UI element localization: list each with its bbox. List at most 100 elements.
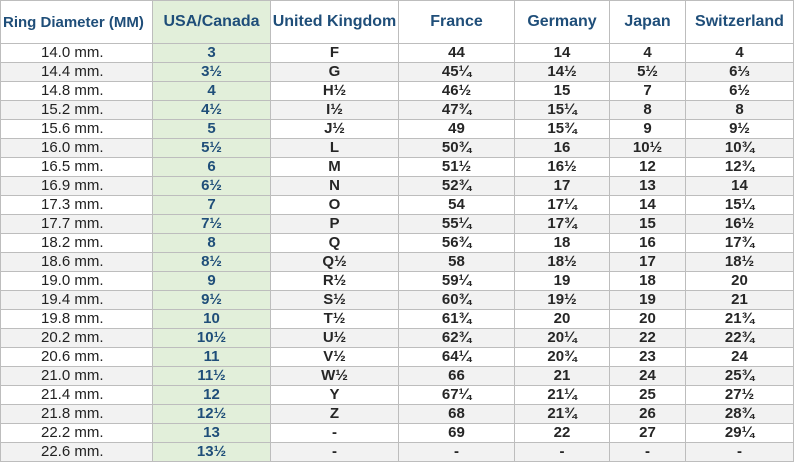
cell-usa-canada: 10 xyxy=(152,309,271,329)
cell-usa-canada: 5½ xyxy=(152,138,271,158)
table-row: 20.6 mm. 11 V½ 64¼ 20¾ 23 24 xyxy=(0,347,794,367)
header-usa-canada: USA/Canada xyxy=(152,0,271,44)
cell-uk: L xyxy=(270,138,399,158)
cell-uk: Q½ xyxy=(270,252,399,272)
cell-diameter: 14.0 mm. xyxy=(0,43,153,63)
table-row: 14.4 mm. 3½ G 45¼ 14½ 5½ 6⅓ xyxy=(0,62,794,82)
cell-japan: 8 xyxy=(609,100,686,120)
table-row: 16.9 mm. 6½ N 52¾ 17 13 14 xyxy=(0,176,794,196)
cell-switzerland: 21¾ xyxy=(685,309,794,329)
cell-france: 60¾ xyxy=(398,290,515,310)
cell-switzerland: 8 xyxy=(685,100,794,120)
cell-germany: 16½ xyxy=(514,157,610,177)
cell-usa-canada: 9½ xyxy=(152,290,271,310)
cell-france: 51½ xyxy=(398,157,515,177)
header-japan: Japan xyxy=(609,0,686,44)
cell-france: 52¾ xyxy=(398,176,515,196)
cell-diameter: 16.0 mm. xyxy=(0,138,153,158)
cell-germany: 20¾ xyxy=(514,347,610,367)
cell-japan: 24 xyxy=(609,366,686,386)
cell-diameter: 21.4 mm. xyxy=(0,385,153,405)
cell-switzerland: 4 xyxy=(685,43,794,63)
cell-france: 50¾ xyxy=(398,138,515,158)
cell-diameter: 19.8 mm. xyxy=(0,309,153,329)
cell-germany: 15¾ xyxy=(514,119,610,139)
cell-switzerland: 14 xyxy=(685,176,794,196)
cell-japan: 12 xyxy=(609,157,686,177)
cell-diameter: 21.0 mm. xyxy=(0,366,153,386)
table-row: 19.0 mm. 9 R½ 59¼ 19 18 20 xyxy=(0,271,794,291)
cell-uk: U½ xyxy=(270,328,399,348)
cell-switzerland: 21 xyxy=(685,290,794,310)
cell-france: 44 xyxy=(398,43,515,63)
cell-diameter: 20.2 mm. xyxy=(0,328,153,348)
cell-japan: 15 xyxy=(609,214,686,234)
table-row: 21.0 mm. 11½ W½ 66 21 24 25¾ xyxy=(0,366,794,386)
cell-uk: S½ xyxy=(270,290,399,310)
cell-usa-canada: 8 xyxy=(152,233,271,253)
cell-france: 59¼ xyxy=(398,271,515,291)
cell-switzerland: 24 xyxy=(685,347,794,367)
cell-france: 61¾ xyxy=(398,309,515,329)
cell-diameter: 16.9 mm. xyxy=(0,176,153,196)
table-row: 20.2 mm. 10½ U½ 62¾ 20¼ 22 22¾ xyxy=(0,328,794,348)
cell-usa-canada: 11 xyxy=(152,347,271,367)
cell-uk: - xyxy=(270,442,399,462)
cell-switzerland: 10¾ xyxy=(685,138,794,158)
table-row: 17.7 mm. 7½ P 55¼ 17¾ 15 16½ xyxy=(0,214,794,234)
header-france: France xyxy=(398,0,515,44)
cell-uk: F xyxy=(270,43,399,63)
cell-usa-canada: 3 xyxy=(152,43,271,63)
cell-germany: 21 xyxy=(514,366,610,386)
cell-france: 58 xyxy=(398,252,515,272)
table-row: 14.0 mm. 3 F 44 14 4 4 xyxy=(0,43,794,63)
cell-switzerland: 29¼ xyxy=(685,423,794,443)
table-row: 17.3 mm. 7 O 54 17¼ 14 15¼ xyxy=(0,195,794,215)
cell-diameter: 18.2 mm. xyxy=(0,233,153,253)
cell-diameter: 15.2 mm. xyxy=(0,100,153,120)
cell-uk: M xyxy=(270,157,399,177)
cell-france: 64¼ xyxy=(398,347,515,367)
cell-diameter: 14.8 mm. xyxy=(0,81,153,101)
header-ring-diameter: Ring Diameter (MM) xyxy=(0,0,153,44)
cell-diameter: 22.6 mm. xyxy=(0,442,153,462)
cell-diameter: 19.4 mm. xyxy=(0,290,153,310)
table-body: 14.0 mm. 3 F 44 14 4 4 14.4 mm. 3½ G 45¼ 14½ 5½ 6⅓ 14.… xyxy=(0,43,794,462)
table-row: 16.5 mm. 6 M 51½ 16½ 12 12¾ xyxy=(0,157,794,177)
ring-size-conversion-table: Ring Diameter (MM) USA/Canada United Kin… xyxy=(0,0,794,462)
cell-usa-canada: 13½ xyxy=(152,442,271,462)
cell-germany: 16 xyxy=(514,138,610,158)
header-row: Ring Diameter (MM) USA/Canada United Kin… xyxy=(0,0,794,44)
cell-japan: 26 xyxy=(609,404,686,424)
table-row: 15.2 mm. 4½ I½ 47¾ 15¼ 8 8 xyxy=(0,100,794,120)
cell-uk: Y xyxy=(270,385,399,405)
cell-france: 62¾ xyxy=(398,328,515,348)
cell-uk: P xyxy=(270,214,399,234)
cell-france: 66 xyxy=(398,366,515,386)
table-row: 16.0 mm. 5½ L 50¾ 16 10½ 10¾ xyxy=(0,138,794,158)
cell-germany: 20 xyxy=(514,309,610,329)
cell-usa-canada: 8½ xyxy=(152,252,271,272)
cell-diameter: 18.6 mm. xyxy=(0,252,153,272)
table-row: 22.6 mm. 13½ - - - - - xyxy=(0,442,794,462)
cell-japan: 20 xyxy=(609,309,686,329)
cell-germany: 14 xyxy=(514,43,610,63)
cell-japan: 27 xyxy=(609,423,686,443)
cell-usa-canada: 12 xyxy=(152,385,271,405)
cell-japan: 17 xyxy=(609,252,686,272)
cell-usa-canada: 5 xyxy=(152,119,271,139)
cell-uk: - xyxy=(270,423,399,443)
cell-uk: T½ xyxy=(270,309,399,329)
cell-usa-canada: 11½ xyxy=(152,366,271,386)
cell-switzerland: 25¾ xyxy=(685,366,794,386)
cell-switzerland: 6⅓ xyxy=(685,62,794,82)
cell-japan: 9 xyxy=(609,119,686,139)
cell-japan: 14 xyxy=(609,195,686,215)
cell-germany: 17¾ xyxy=(514,214,610,234)
cell-switzerland: 17¾ xyxy=(685,233,794,253)
cell-germany: 15 xyxy=(514,81,610,101)
cell-germany: - xyxy=(514,442,610,462)
cell-france: 69 xyxy=(398,423,515,443)
cell-france: - xyxy=(398,442,515,462)
cell-france: 54 xyxy=(398,195,515,215)
